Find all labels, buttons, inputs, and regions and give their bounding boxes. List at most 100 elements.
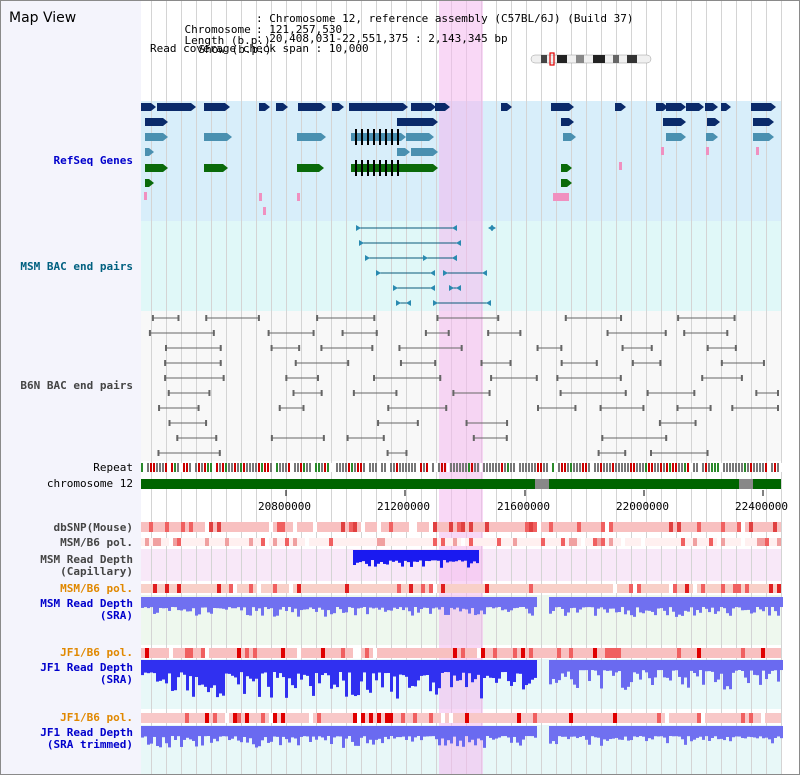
pol-cell — [321, 713, 325, 723]
pol-cell — [533, 584, 537, 593]
gene-arrow — [163, 133, 168, 141]
pol-cell — [493, 538, 497, 546]
depth-bar — [711, 660, 714, 672]
depth-bar — [437, 550, 440, 561]
depth-bar — [267, 597, 270, 610]
pol-cell — [537, 584, 541, 593]
depth-bar — [453, 660, 456, 676]
pol-cell — [757, 648, 761, 658]
depth-bar — [360, 726, 363, 738]
pol-cell — [689, 713, 693, 723]
depth-bar — [456, 597, 459, 608]
pol-cell — [565, 584, 569, 593]
gene-exon — [561, 164, 567, 172]
axis-tick-label: 22400000 — [735, 500, 788, 513]
read-depth-tracks[interactable] — [141, 550, 783, 748]
repeat-track[interactable] — [141, 463, 782, 472]
depth-bar — [519, 597, 522, 608]
pol-cell — [185, 584, 189, 593]
depth-bar — [186, 726, 189, 738]
depth-bar — [231, 660, 234, 676]
pol-cell — [485, 522, 489, 532]
pol-cell — [585, 648, 589, 658]
pol-cell — [213, 538, 217, 546]
repeat-block — [345, 463, 347, 472]
b6n-end — [447, 330, 450, 336]
bac-end — [449, 285, 454, 291]
pol-cell — [477, 584, 481, 593]
exon-tick — [397, 160, 399, 176]
depth-bar — [408, 660, 411, 688]
pol-cell — [489, 648, 493, 658]
depth-bar — [315, 660, 318, 674]
pol-cell — [669, 538, 673, 546]
depth-bar — [225, 726, 228, 737]
pol-cell — [753, 713, 757, 723]
pol-cell — [277, 713, 281, 723]
pol-cell — [153, 522, 157, 532]
depth-bar — [717, 726, 720, 740]
depth-bar — [219, 597, 222, 609]
pol-cell — [701, 713, 705, 723]
pol-cell — [225, 648, 229, 658]
gene-exon — [406, 133, 429, 141]
depth-bar — [357, 597, 360, 609]
selected-region-highlight[interactable] — [439, 1, 483, 774]
depth-bar — [450, 660, 453, 688]
pol-cell — [249, 713, 253, 723]
pol-cell — [357, 522, 361, 532]
pol-cell — [373, 713, 377, 723]
pol-cell — [489, 713, 493, 723]
depth-bar — [504, 660, 507, 673]
depth-bar — [669, 726, 672, 737]
pol-cell — [165, 648, 169, 658]
gene-exon — [551, 103, 569, 111]
depth-bar — [371, 550, 374, 561]
depth-bar — [189, 726, 192, 740]
pol-cell — [533, 713, 537, 723]
grid-line — [511, 1, 512, 774]
pol-cell — [601, 648, 605, 658]
pol-cell — [509, 522, 513, 532]
b6n-end — [416, 420, 419, 426]
repeat-block — [747, 463, 749, 472]
pol-cell — [305, 522, 309, 532]
pol-cell — [733, 522, 737, 532]
depth-bar — [702, 660, 705, 685]
pol-cell — [637, 713, 641, 723]
pol-cell — [193, 584, 197, 593]
pol-cell — [621, 522, 625, 532]
pol-cell — [713, 648, 717, 658]
chromosome-gap — [535, 479, 549, 489]
pol-cell — [353, 713, 357, 723]
pol-cell — [673, 522, 677, 532]
pol-cell — [153, 584, 157, 593]
pol-cell — [361, 538, 365, 546]
polymorphism-tracks[interactable] — [141, 522, 781, 723]
depth-bar — [558, 597, 561, 608]
repeat-block — [639, 463, 641, 472]
pol-cell — [717, 538, 721, 546]
depth-bar — [723, 660, 726, 690]
b6n-bac-track[interactable] — [148, 315, 779, 456]
pol-cell — [377, 584, 381, 593]
exon-tick — [355, 160, 357, 176]
axis-tick-label: 21200000 — [377, 500, 430, 513]
depth-bar — [693, 726, 696, 740]
grid-line — [421, 1, 422, 774]
depth-bar — [618, 726, 621, 740]
pol-cell — [245, 522, 249, 532]
refseq-genes-track[interactable] — [141, 103, 776, 215]
pol-cell — [601, 538, 605, 546]
repeat-block — [324, 463, 326, 472]
pol-cell — [265, 648, 269, 658]
msm-bac-track[interactable] — [356, 225, 496, 306]
pol-cell — [681, 522, 685, 532]
pol-cell — [721, 713, 725, 723]
repeat-block — [498, 463, 500, 472]
b6n-end — [316, 375, 319, 381]
depth-bar — [474, 660, 477, 680]
depth-bar — [492, 597, 495, 609]
chromosome-ideogram[interactable] — [530, 52, 652, 66]
chromosome-bar[interactable] — [141, 479, 781, 489]
